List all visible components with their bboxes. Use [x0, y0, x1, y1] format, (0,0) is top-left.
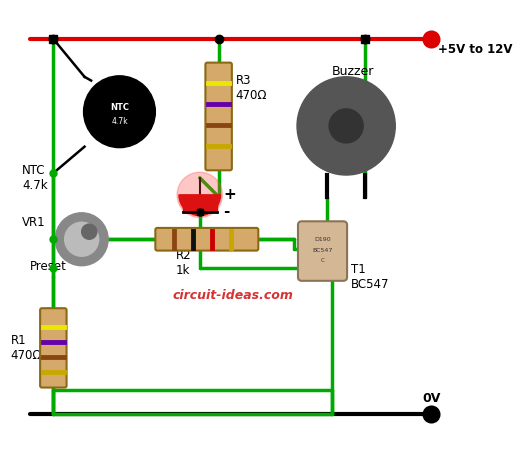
- Text: 0V: 0V: [422, 391, 440, 405]
- Circle shape: [84, 76, 155, 148]
- Text: LED: LED: [184, 239, 207, 252]
- Text: R1
470Ω: R1 470Ω: [11, 334, 42, 361]
- Text: BC547: BC547: [312, 248, 333, 253]
- Wedge shape: [179, 195, 221, 216]
- Circle shape: [65, 222, 99, 256]
- Text: R2
1k: R2 1k: [176, 249, 192, 277]
- Text: 4.7k: 4.7k: [111, 117, 128, 125]
- FancyBboxPatch shape: [206, 63, 232, 170]
- Circle shape: [297, 77, 395, 175]
- Text: Buzzer: Buzzer: [332, 64, 374, 77]
- Circle shape: [55, 213, 108, 266]
- Bar: [183, 195, 217, 212]
- FancyBboxPatch shape: [40, 308, 66, 388]
- Text: Preset: Preset: [30, 260, 66, 273]
- Text: NTC
4.7k: NTC 4.7k: [22, 164, 48, 192]
- Text: C: C: [321, 258, 324, 263]
- Text: +5V to 12V: +5V to 12V: [438, 43, 512, 56]
- FancyBboxPatch shape: [298, 222, 347, 281]
- Circle shape: [329, 109, 363, 143]
- Text: -: -: [223, 204, 230, 219]
- Circle shape: [177, 172, 222, 217]
- Text: R3
470Ω: R3 470Ω: [236, 74, 267, 102]
- Text: +: +: [223, 187, 236, 202]
- Text: VR1: VR1: [22, 216, 46, 229]
- Text: circuit-ideas.com: circuit-ideas.com: [173, 289, 293, 303]
- Text: D190: D190: [314, 237, 331, 242]
- Text: T1
BC547: T1 BC547: [351, 263, 389, 291]
- Circle shape: [82, 224, 97, 239]
- Text: NTC: NTC: [110, 102, 129, 111]
- FancyBboxPatch shape: [155, 228, 258, 251]
